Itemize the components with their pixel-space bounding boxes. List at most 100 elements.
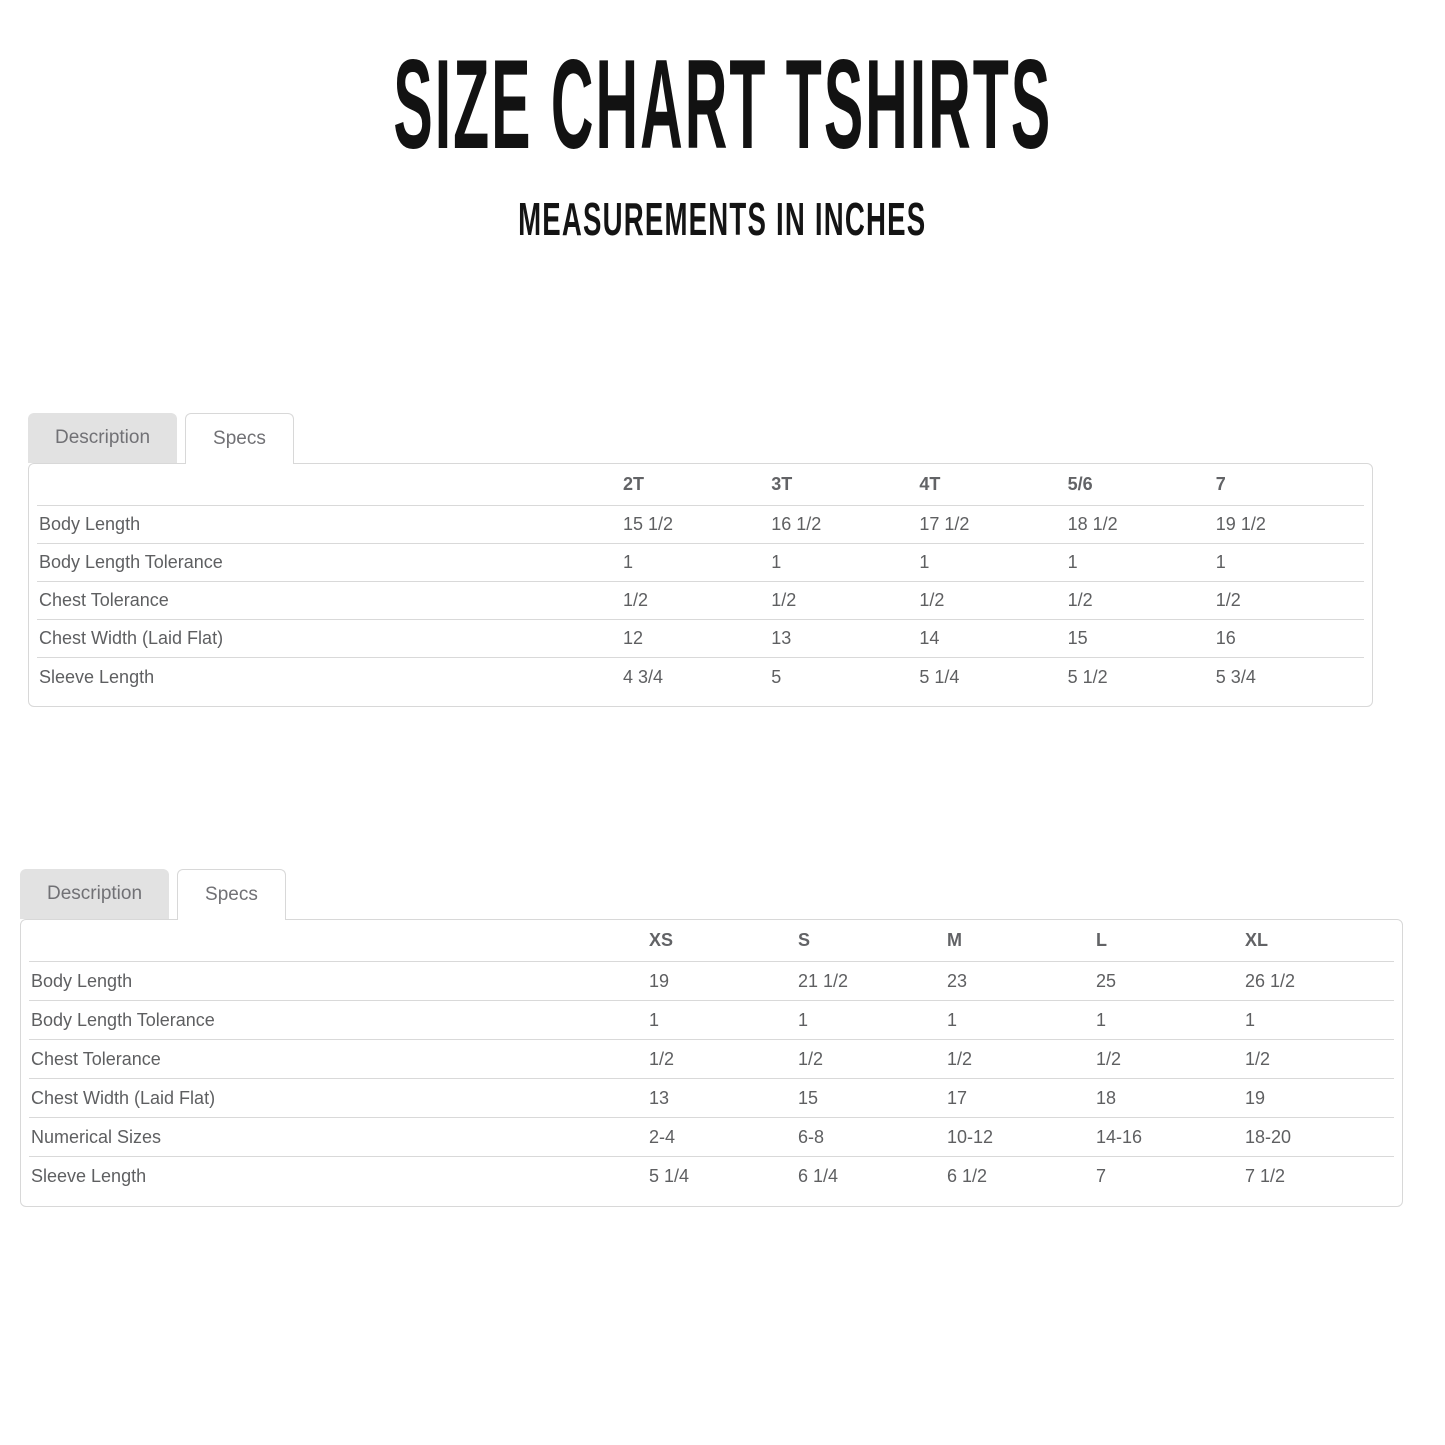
row-label: Chest Width (Laid Flat) xyxy=(39,628,224,648)
table-row-chest-width: Chest Width (Laid Flat) 12 13 14 15 16 xyxy=(37,620,1364,658)
table-row-sleeve-length: Sleeve Length 5 1/4 6 1/4 6 1/2 7 7 1/2 xyxy=(29,1157,1394,1196)
table-row-body-length: Body Length 19 21 1/2 23 25 26 1/2 xyxy=(29,962,1394,1001)
row-label: Body Length Tolerance xyxy=(39,552,223,572)
row-label: Numerical Sizes xyxy=(31,1126,162,1147)
table-header-row: XS S M L XL xyxy=(29,920,1394,962)
column-header-2t: 2T xyxy=(623,474,645,494)
cell-value: 21 1/2 xyxy=(798,970,849,991)
cell-value: 1 xyxy=(919,552,930,572)
cell-value: 1/2 xyxy=(919,590,945,610)
cell-value: 5 1/4 xyxy=(649,1166,690,1186)
cell-value: 18 1/2 xyxy=(1067,514,1118,534)
row-label: Body Length xyxy=(39,514,141,534)
cell-value: 1/2 xyxy=(947,1048,973,1069)
cell-value: 5 1/2 xyxy=(1067,666,1108,687)
cell-value: 1/2 xyxy=(1067,590,1093,610)
cell-value: 1 xyxy=(771,552,782,572)
cell-value: 14 xyxy=(919,628,940,648)
table-row-chest-tolerance: Chest Tolerance 1/2 1/2 1/2 1/2 1/2 xyxy=(37,582,1364,620)
cell-value: 7 xyxy=(1096,1166,1107,1186)
cell-value: 19 xyxy=(649,970,670,991)
cell-value: 7 1/2 xyxy=(1245,1166,1286,1186)
cell-value: 14-16 xyxy=(1096,1126,1143,1147)
column-header-l: L xyxy=(1096,930,1107,950)
cell-value: 1/2 xyxy=(1245,1048,1271,1069)
cell-value: 1 xyxy=(623,552,634,572)
size-chart-toddler: Description Specs 2T 3T 4T 5/6 7 Body Le… xyxy=(28,413,1373,707)
table-header-row: 2T 3T 4T 5/6 7 xyxy=(37,464,1364,506)
table-row-chest-width: Chest Width (Laid Flat) 13 15 17 18 19 xyxy=(29,1079,1394,1118)
cell-value: 5 3/4 xyxy=(1215,666,1256,687)
tab-bar-youth: Description Specs xyxy=(20,869,1403,920)
cell-value: 6 1/2 xyxy=(947,1166,988,1186)
column-header-xs: XS xyxy=(649,930,674,950)
column-header-s: S xyxy=(798,930,811,950)
cell-value: 13 xyxy=(649,1087,670,1108)
specs-table-youth: XS S M L XL Body Length 19 21 1/2 23 25 … xyxy=(29,920,1394,1206)
tab-bar-toddler: Description Specs xyxy=(28,413,1373,464)
tab-description[interactable]: Description xyxy=(20,869,170,919)
table-row-sleeve-length: Sleeve Length 4 3/4 5 5 1/4 5 1/2 5 3/4 xyxy=(37,658,1364,696)
cell-value: 1 xyxy=(1215,552,1226,572)
cell-value: 2-4 xyxy=(649,1126,676,1147)
cell-value: 19 1/2 xyxy=(1215,514,1266,534)
cell-value: 16 1/2 xyxy=(771,514,822,534)
column-header-7: 7 xyxy=(1215,474,1226,494)
page-subtitle: MEASUREMENTS IN INCHES xyxy=(0,196,1445,242)
specs-panel-youth: XS S M L XL Body Length 19 21 1/2 23 25 … xyxy=(20,919,1403,1207)
column-header-4t: 4T xyxy=(919,474,941,494)
cell-value: 1 xyxy=(1096,1009,1107,1030)
cell-value: 23 xyxy=(947,970,968,991)
cell-value: 26 1/2 xyxy=(1245,970,1296,991)
cell-value: 1/2 xyxy=(649,1048,675,1069)
cell-value: 1/2 xyxy=(798,1048,824,1069)
cell-value: 1/2 xyxy=(1096,1048,1122,1069)
specs-table-toddler: 2T 3T 4T 5/6 7 Body Length 15 1/2 16 1/2… xyxy=(37,464,1364,706)
cell-value: 19 xyxy=(1245,1087,1266,1108)
table-row-body-length-tolerance: Body Length Tolerance 1 1 1 1 1 xyxy=(37,544,1364,582)
column-header-xl: XL xyxy=(1245,930,1269,950)
column-header-3t: 3T xyxy=(771,474,793,494)
specs-panel-toddler: 2T 3T 4T 5/6 7 Body Length 15 1/2 16 1/2… xyxy=(28,463,1373,707)
cell-value: 17 xyxy=(947,1087,968,1108)
page-title: SIZE CHART TSHIRTS xyxy=(0,41,1445,168)
row-label: Sleeve Length xyxy=(39,666,155,687)
cell-value: 15 xyxy=(798,1087,819,1108)
column-header-5-6: 5/6 xyxy=(1067,474,1093,494)
page-subtitle-text: MEASUREMENTS IN INCHES xyxy=(518,193,927,245)
cell-value: 18-20 xyxy=(1245,1126,1292,1147)
page-title-text: SIZE CHART TSHIRTS xyxy=(393,33,1052,177)
cell-value: 1/2 xyxy=(1215,590,1241,610)
tab-specs[interactable]: Specs xyxy=(185,413,294,464)
cell-value: 1 xyxy=(649,1009,660,1030)
table-row-chest-tolerance: Chest Tolerance 1/2 1/2 1/2 1/2 1/2 xyxy=(29,1040,1394,1079)
tab-description[interactable]: Description xyxy=(28,413,178,463)
table-row-body-length-tolerance: Body Length Tolerance 1 1 1 1 1 xyxy=(29,1001,1394,1040)
cell-value: 1 xyxy=(947,1009,958,1030)
cell-value: 5 xyxy=(771,666,782,687)
cell-value: 6 1/4 xyxy=(798,1166,839,1186)
cell-value: 1/2 xyxy=(623,590,649,610)
row-label: Chest Tolerance xyxy=(31,1048,161,1069)
cell-value: 12 xyxy=(623,628,644,648)
row-label: Body Length Tolerance xyxy=(31,1009,215,1030)
row-label: Body Length xyxy=(31,970,133,991)
row-label: Chest Tolerance xyxy=(39,590,169,610)
table-row-body-length: Body Length 15 1/2 16 1/2 17 1/2 18 1/2 … xyxy=(37,506,1364,544)
column-header-m: M xyxy=(947,930,962,950)
cell-value: 1 xyxy=(798,1009,809,1030)
cell-value: 15 1/2 xyxy=(623,514,674,534)
tab-specs[interactable]: Specs xyxy=(177,869,286,920)
cell-value: 17 1/2 xyxy=(919,514,970,534)
cell-value: 16 xyxy=(1215,628,1236,648)
cell-value: 15 xyxy=(1067,628,1088,648)
cell-value: 1/2 xyxy=(771,590,797,610)
cell-value: 5 1/4 xyxy=(919,666,960,687)
cell-value: 4 3/4 xyxy=(623,666,664,687)
cell-value: 18 xyxy=(1096,1087,1117,1108)
row-label: Sleeve Length xyxy=(31,1166,147,1186)
page-header: SIZE CHART TSHIRTS MEASUREMENTS IN INCHE… xyxy=(0,0,1445,242)
cell-value: 10-12 xyxy=(947,1126,994,1147)
cell-value: 6-8 xyxy=(798,1126,825,1147)
table-row-numerical-sizes: Numerical Sizes 2-4 6-8 10-12 14-16 18-2… xyxy=(29,1118,1394,1157)
